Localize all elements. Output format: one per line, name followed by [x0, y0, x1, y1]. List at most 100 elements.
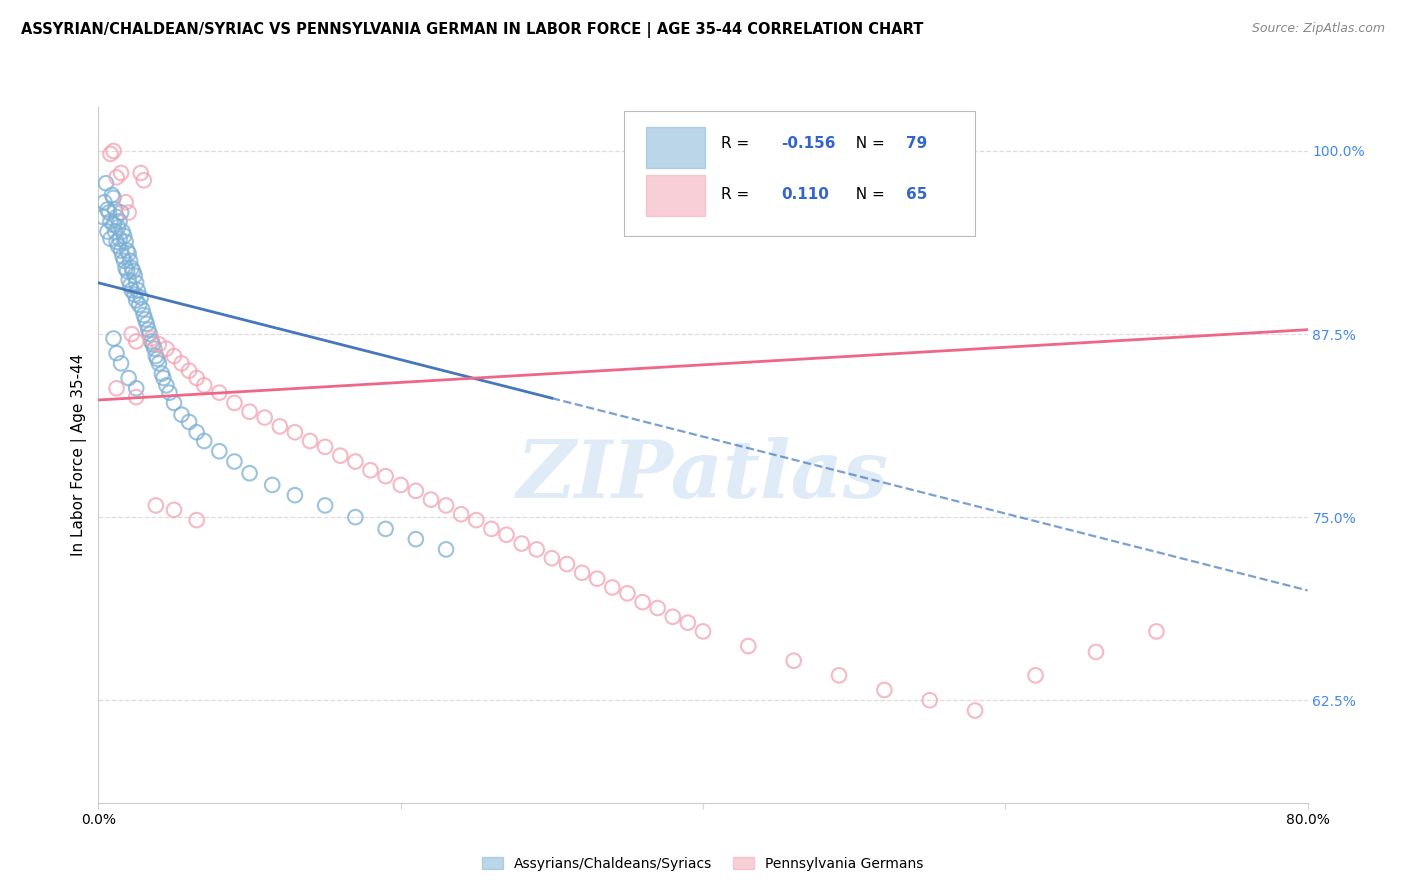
Point: [122, 264, 145, 278]
Text: ASSYRIAN/CHALDEAN/SYRIAC VS PENNSYLVANIA GERMAN IN LABOR FORCE | AGE 35-44 CORRE: ASSYRIAN/CHALDEAN/SYRIAC VS PENNSYLVANIA…: [21, 22, 924, 38]
Point: [155, 378, 177, 392]
Point: [526, 542, 548, 557]
Point: [150, 367, 173, 381]
Point: [101, 188, 124, 202]
FancyBboxPatch shape: [647, 175, 706, 216]
Point: [118, 205, 141, 219]
Point: [481, 522, 503, 536]
Point: [91, 210, 114, 224]
Text: N =: N =: [845, 136, 890, 151]
Point: [873, 683, 896, 698]
Point: [110, 356, 132, 370]
Point: [269, 419, 291, 434]
Point: [360, 463, 382, 477]
Text: ZIPatlas: ZIPatlas: [517, 437, 889, 515]
Point: [146, 351, 169, 366]
Point: [129, 290, 152, 304]
Point: [121, 283, 143, 297]
Text: R =: R =: [721, 186, 759, 202]
Point: [1144, 624, 1167, 639]
Point: [163, 503, 186, 517]
Point: [783, 654, 806, 668]
Point: [105, 210, 128, 224]
Point: [918, 693, 941, 707]
Point: [602, 581, 624, 595]
Point: [145, 349, 167, 363]
Point: [132, 308, 155, 322]
Point: [434, 499, 457, 513]
Point: [208, 385, 231, 400]
Point: [110, 244, 132, 258]
Point: [143, 342, 166, 356]
Point: [108, 232, 131, 246]
Point: [118, 246, 141, 260]
Point: [145, 499, 167, 513]
Point: [314, 499, 336, 513]
Point: [120, 278, 142, 293]
Point: [100, 232, 122, 246]
Text: 79: 79: [905, 136, 928, 151]
Text: Source: ZipAtlas.com: Source: ZipAtlas.com: [1251, 22, 1385, 36]
Point: [125, 293, 148, 308]
Point: [586, 572, 609, 586]
Point: [152, 371, 174, 385]
Point: [125, 334, 148, 349]
Point: [631, 595, 654, 609]
Point: [1024, 668, 1046, 682]
Point: [253, 410, 276, 425]
Point: [692, 624, 714, 639]
Point: [159, 385, 181, 400]
Point: [284, 488, 307, 502]
Point: [299, 434, 322, 448]
Point: [125, 276, 148, 290]
Point: [828, 668, 851, 682]
Point: [389, 478, 412, 492]
Point: [121, 261, 143, 276]
FancyBboxPatch shape: [647, 127, 706, 168]
Point: [104, 225, 127, 239]
Point: [737, 639, 759, 653]
Point: [540, 551, 562, 566]
Point: [179, 415, 201, 429]
Text: N =: N =: [845, 186, 890, 202]
Point: [125, 381, 148, 395]
Point: [141, 331, 163, 345]
Point: [224, 454, 246, 468]
Point: [965, 704, 987, 718]
Point: [647, 601, 669, 615]
Point: [374, 469, 396, 483]
Point: [139, 327, 162, 342]
Point: [114, 195, 136, 210]
Point: [616, 586, 638, 600]
Point: [127, 283, 149, 297]
FancyBboxPatch shape: [624, 111, 976, 235]
Point: [110, 166, 132, 180]
Point: [110, 205, 132, 219]
Point: [186, 513, 208, 527]
Point: [118, 273, 141, 287]
Point: [103, 217, 125, 231]
Point: [129, 166, 152, 180]
Point: [134, 312, 156, 326]
Point: [111, 249, 134, 263]
Point: [128, 298, 150, 312]
Point: [284, 425, 307, 440]
Point: [434, 542, 457, 557]
Point: [124, 268, 146, 283]
Point: [186, 425, 208, 440]
Point: [571, 566, 593, 580]
Point: [103, 144, 125, 158]
Point: [1085, 645, 1108, 659]
Point: [112, 253, 135, 268]
Point: [450, 508, 472, 522]
Point: [132, 173, 155, 187]
Point: [98, 205, 121, 219]
Point: [344, 510, 367, 524]
Point: [107, 239, 129, 253]
Point: [135, 317, 157, 331]
Point: [170, 408, 193, 422]
Point: [239, 467, 262, 481]
Point: [148, 356, 170, 370]
Point: [662, 609, 685, 624]
Point: [510, 536, 533, 550]
